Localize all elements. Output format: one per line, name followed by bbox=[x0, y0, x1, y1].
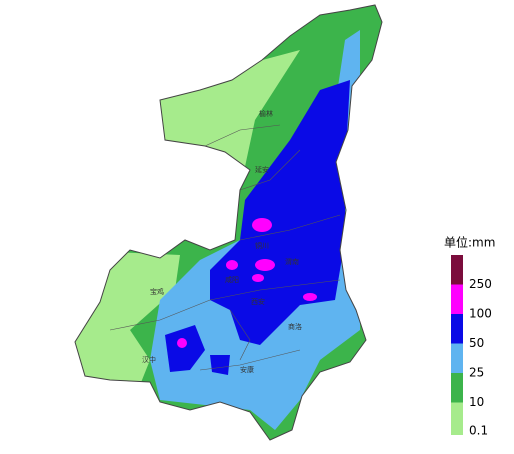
area-100 bbox=[226, 260, 238, 270]
district-borders bbox=[109, 124, 341, 371]
legend-swatch bbox=[451, 255, 463, 285]
legend-label: 0.1 bbox=[469, 424, 488, 438]
legend-label: 25 bbox=[469, 366, 484, 380]
legend-title: 单位:mm bbox=[444, 235, 495, 250]
city-label: 渭南 bbox=[285, 257, 299, 266]
area-100 bbox=[177, 338, 187, 348]
legend-label: 50 bbox=[469, 336, 484, 350]
legend-label: 100 bbox=[469, 307, 492, 321]
area-100 bbox=[252, 218, 272, 232]
legend-swatch bbox=[451, 284, 463, 314]
city-label: 宝鸡 bbox=[150, 287, 164, 296]
legend-label: 10 bbox=[469, 395, 484, 409]
legend-label: 250 bbox=[469, 277, 492, 291]
legend-swatch bbox=[451, 343, 463, 373]
area-50 bbox=[165, 325, 205, 372]
legend: 250 100 50 25 10 0.1 bbox=[451, 255, 492, 438]
area-100 bbox=[303, 293, 317, 301]
city-label: 安康 bbox=[240, 365, 254, 374]
area-100 bbox=[255, 259, 275, 271]
city-label: 榆林 bbox=[259, 109, 273, 118]
city-label: 铜川 bbox=[255, 241, 269, 250]
area-50 bbox=[210, 355, 230, 375]
city-label: 咸阳 bbox=[225, 275, 239, 284]
legend-swatch bbox=[451, 373, 463, 403]
city-label: 商洛 bbox=[288, 322, 302, 331]
city-label: 汉中 bbox=[142, 355, 156, 364]
legend-swatch bbox=[451, 402, 463, 435]
area-50 bbox=[210, 80, 350, 345]
area-100 bbox=[252, 274, 264, 282]
legend-swatch bbox=[451, 314, 463, 344]
city-label: 延安 bbox=[255, 165, 269, 174]
city-label: 西安 bbox=[251, 297, 265, 306]
